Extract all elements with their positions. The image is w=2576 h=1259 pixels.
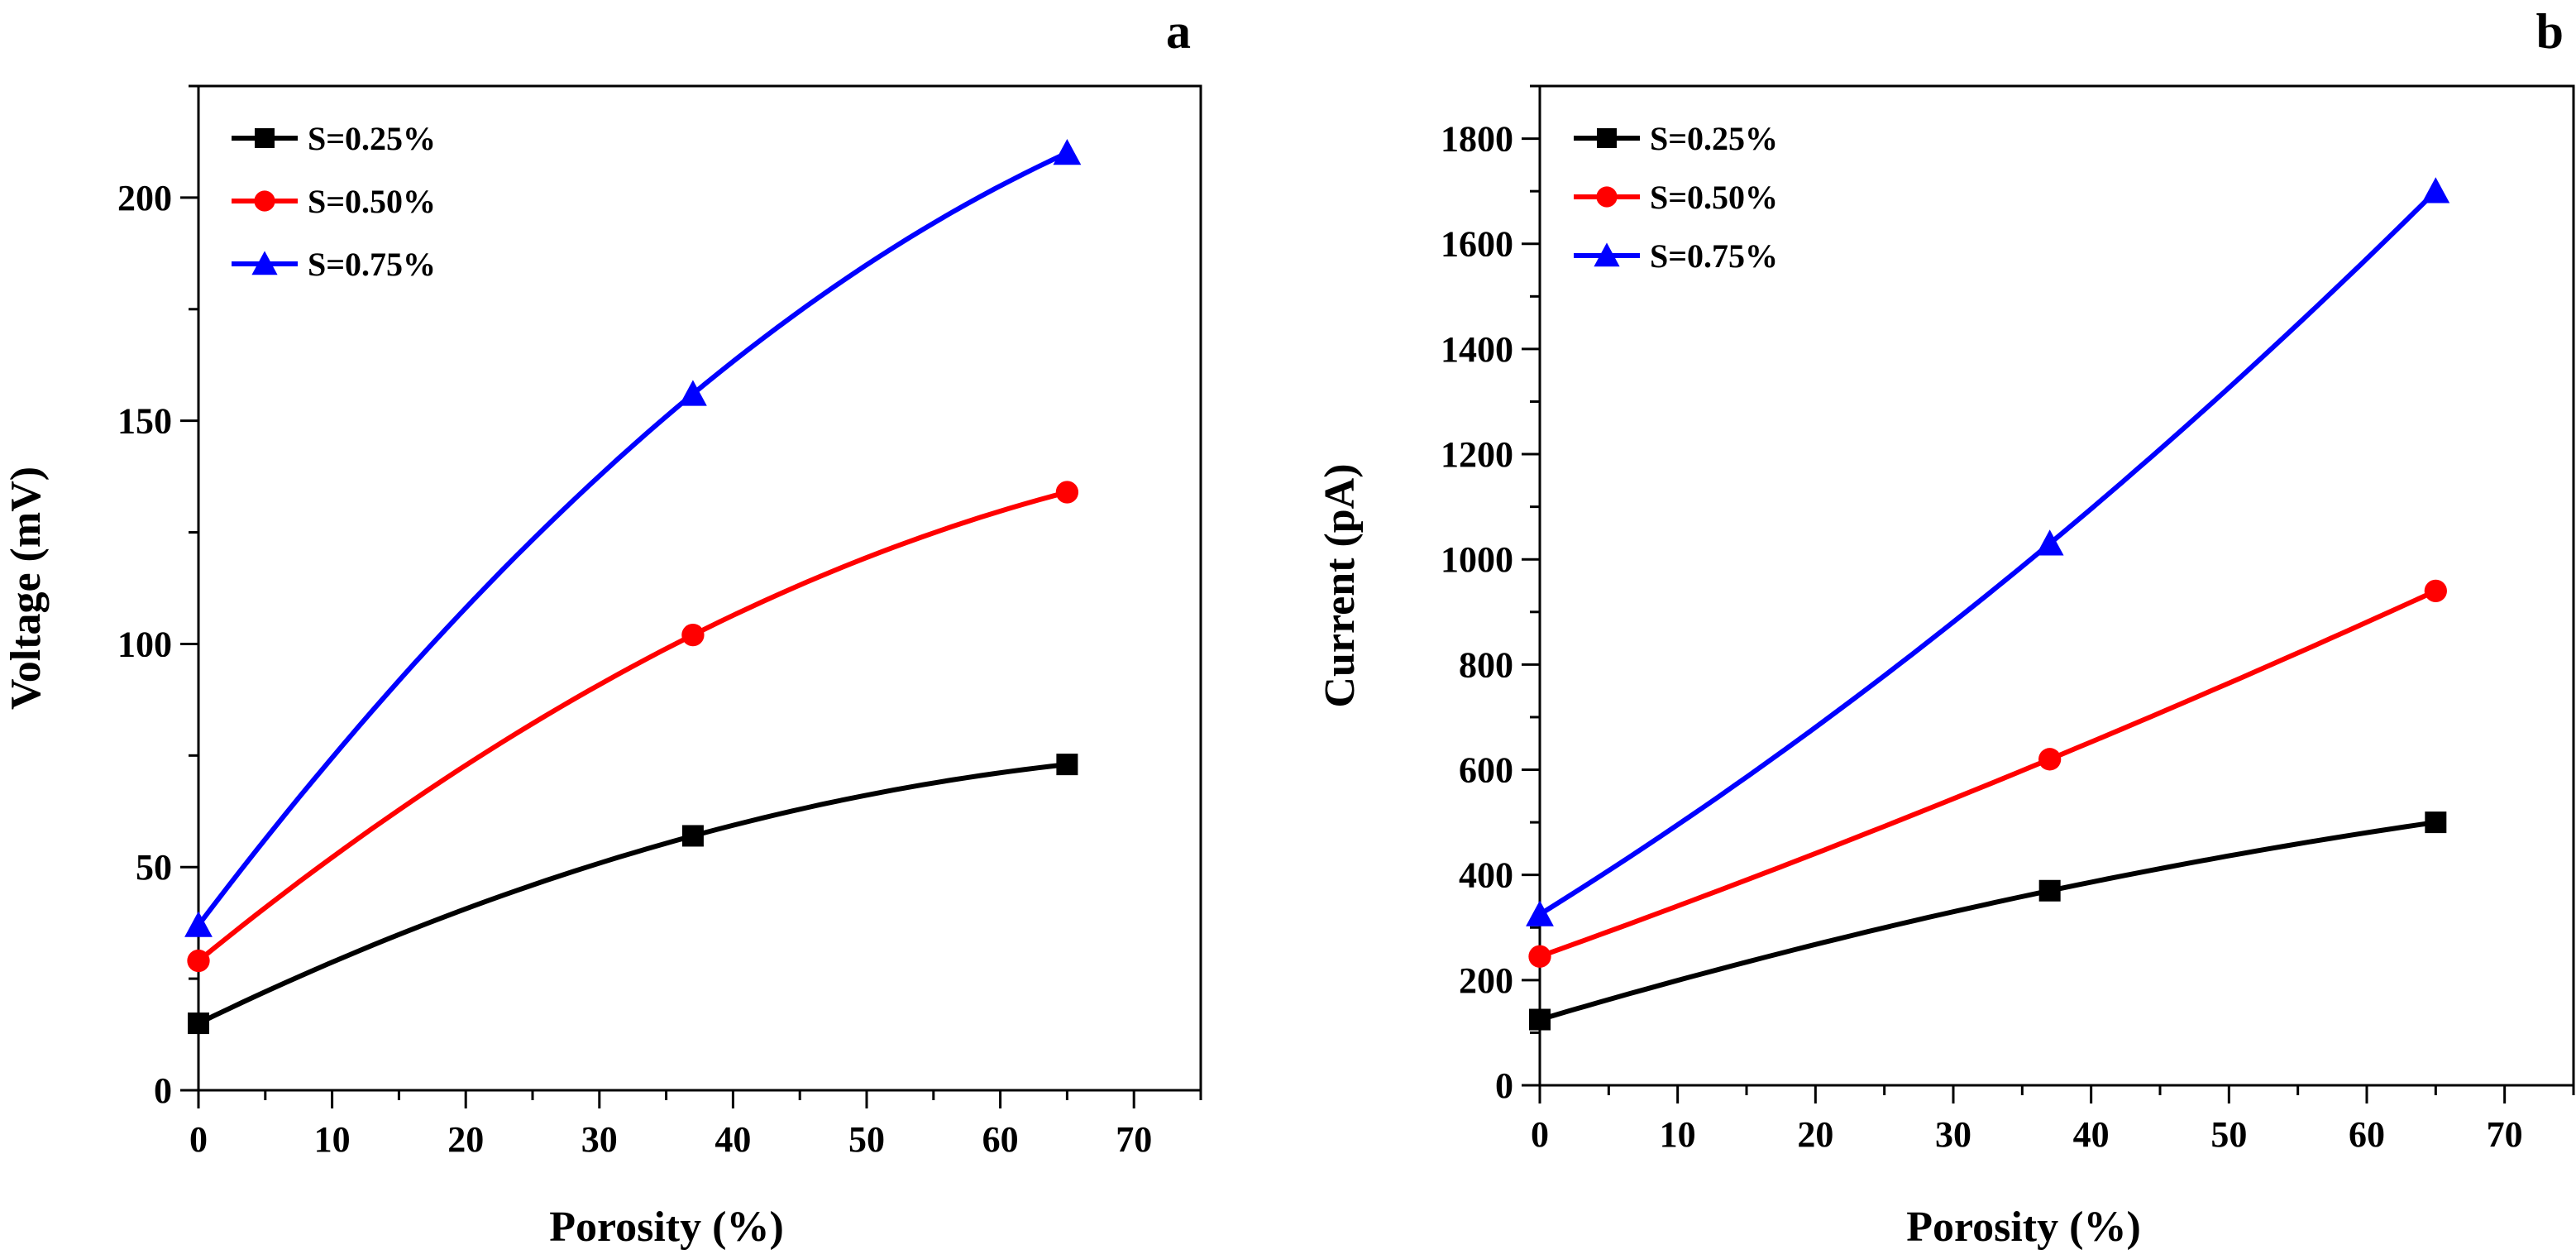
chart-b-x-tick-label: 60 [2349,1114,2385,1155]
chart-b-x-tick-label: 20 [1797,1114,1833,1155]
chart-a-y-tick-label: 100 [117,624,172,664]
chart-b-legend-marker-1 [1597,128,1617,148]
chart-b-data-point-s3 [2035,529,2064,556]
chart-a-x-tick-label: 70 [1116,1119,1152,1160]
chart-a-legend-label-3: S=0.75% [308,246,436,283]
chart-a-x-axis-title: Porosity (%) [549,1204,784,1251]
chart-b-y-tick-label: 600 [1459,750,1513,791]
chart-b-data-point-s2 [2424,579,2447,603]
chart-a-data-point-s3 [184,911,213,937]
chart-a-series-line-3 [196,151,1068,927]
chart-b-data-point-s2 [2038,748,2062,771]
chart-b-x-tick-label: 70 [2487,1114,2523,1155]
chart-a-x-tick-label: 0 [189,1119,208,1160]
chart-a-x-tick-label: 50 [848,1119,885,1160]
chart-a-data-point-s1 [681,825,704,847]
chart-b-y-tick-label: 400 [1459,855,1513,896]
chart-a-data-point-s2 [187,949,210,973]
chart-a-data-point-s2 [681,624,705,647]
chart-b-y-tick-label: 800 [1459,644,1513,685]
chart-b-series-line-2 [1538,588,2437,960]
chart-b-x-tick-label: 50 [2210,1114,2247,1155]
chart-b-legend-label-2: S=0.50% [1650,179,1778,216]
chart-a-data-point-s1 [188,1012,209,1035]
chart-b-legend-label-3: S=0.75% [1650,237,1778,275]
chart-a-svg: 0 10 20 30 40 50 60 70 0 50 100 150 200 Porosity (%) V… [2,4,1202,1251]
chart-b-svg: 0 10 20 30 40 50 60 70 0 200 400 600 800 1000 1200 1400… [1317,4,2575,1251]
chart-a-x-tick-label: 20 [447,1119,484,1160]
chart-b-y-tick-label: 1000 [1441,539,1513,580]
chart-b-panel-label: b [2536,4,2564,59]
chart-b-data-point-s1 [2038,879,2061,902]
chart-b-y-tick-label: 200 [1459,960,1513,1001]
chart-b-data-point-s3 [1526,900,1554,926]
chart-b-y-tick-label: 1200 [1441,434,1513,475]
chart-a-y-tick-label: 0 [154,1070,172,1111]
chart-a-legend-marker-3 [251,251,278,275]
chart-b-plot-frame [1538,84,2575,1087]
chart-panel-b: 0 10 20 30 40 50 60 70 0 200 400 600 800 1000 1200 1400… [1311,0,2576,1255]
chart-a-data-point-s3 [679,380,707,406]
chart-b-y-axis-title: Current (pA) [1317,463,1364,707]
chart-a-panel-label: a [1166,4,1191,59]
chart-a-series-line-2 [197,490,1068,963]
chart-a-data-point-s2 [1055,481,1079,504]
chart-b-data-point-s1 [1529,1008,1551,1031]
chart-a-y-axis-title: Voltage (mV) [2,467,50,710]
chart-b-y-tick-label: 1600 [1441,224,1513,265]
chart-b-data-point-s2 [1528,945,1551,968]
chart-b-data-point-s1 [2425,811,2447,834]
chart-a-legend-marker-1 [255,128,275,148]
chart-a-data-point-s3 [1053,139,1082,165]
chart-b-y-tick-label: 1800 [1441,119,1513,160]
chart-b-x-tick-label: 40 [2073,1114,2110,1155]
chart-b-x-tick-label: 10 [1660,1114,1696,1155]
chart-a-y-tick-label: 50 [136,847,172,888]
chart-a-x-tick-label: 60 [982,1119,1019,1160]
chart-a-legend-label-2: S=0.50% [308,183,436,220]
chart-b-series-line-1 [1539,820,2436,1022]
chart-b-series-line-3 [1538,189,2438,917]
chart-a-y-tick-label: 150 [117,401,172,442]
chart-b-x-tick-label: 0 [1531,1114,1549,1155]
chart-a-data-point-s1 [1056,754,1078,776]
chart-b-data-point-s3 [2421,177,2450,203]
chart-a-legend-marker-2 [254,190,275,212]
chart-b-legend-marker-3 [1594,242,1620,267]
chart-b-legend-label-1: S=0.25% [1650,120,1778,157]
chart-a-x-tick-label: 10 [314,1119,351,1160]
chart-a-x-tick-label: 40 [714,1119,751,1160]
chart-a-x-tick-label: 30 [581,1119,618,1160]
chart-a-plot-frame [197,84,1202,1092]
chart-b-legend-marker-2 [1596,186,1618,208]
chart-b-y-tick-label: 0 [1495,1065,1513,1106]
chart-panel-a: 0 10 20 30 40 50 60 70 0 50 100 150 200 Porosity (%) V… [0,0,1274,1255]
chart-a-series-line-1 [197,762,1068,1026]
chart-a-y-tick-label: 200 [117,178,172,218]
chart-b-x-tick-label: 30 [1935,1114,1971,1155]
chart-b-x-axis-title: Porosity (%) [1906,1204,2141,1251]
chart-b-y-tick-label: 1400 [1441,329,1513,370]
chart-a-legend-label-1: S=0.25% [308,120,436,157]
